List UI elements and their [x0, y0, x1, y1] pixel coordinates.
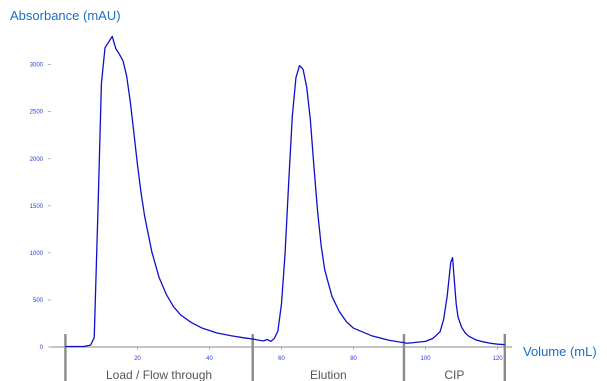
- x-tick-label: 60: [278, 356, 285, 362]
- y-tick-label: 2500: [30, 110, 44, 116]
- y-tick-label: 3000: [30, 63, 44, 69]
- x-tick-label: 100: [421, 356, 432, 362]
- y-tick-label: 1500: [30, 204, 44, 210]
- phase-label: Load / Flow through: [106, 368, 212, 381]
- x-tick-label: 40: [206, 356, 213, 362]
- x-axis-title: Volume (mL): [523, 344, 597, 359]
- x-tick-label: 80: [350, 356, 357, 362]
- y-tick-label: 1000: [30, 251, 44, 257]
- x-tick-label: 120: [493, 356, 504, 362]
- y-tick-label: 500: [33, 298, 44, 304]
- absorbance-trace: [65, 35, 505, 348]
- y-tick-label: 2000: [30, 157, 44, 163]
- phase-label: CIP: [444, 368, 464, 381]
- y-tick-label: 0: [40, 345, 44, 351]
- y-axis-title: Absorbance (mAU): [10, 8, 121, 23]
- x-tick-label: 20: [134, 356, 141, 362]
- phase-label: Elution: [310, 368, 347, 381]
